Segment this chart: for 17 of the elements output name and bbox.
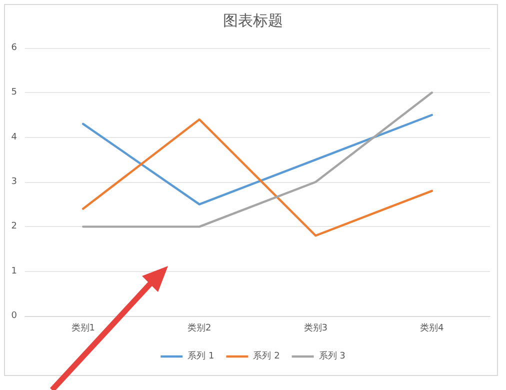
- y-tick-label: 4: [11, 132, 18, 142]
- y-tick-label: 1: [11, 266, 17, 276]
- y-tick-label: 5: [11, 88, 17, 98]
- legend-label: 系列 2: [253, 350, 280, 362]
- y-tick-label: 2: [11, 222, 17, 232]
- chart-title: 图表标题: [223, 12, 283, 30]
- x-tick-label: 类别1: [71, 322, 95, 334]
- line-series: [82, 118, 433, 237]
- legend-label: 系列 1: [188, 350, 214, 362]
- x-tick-label: 类别3: [304, 322, 328, 334]
- line-series: [82, 114, 433, 206]
- x-tick-label: 类别2: [188, 322, 212, 334]
- legend-label: 系列 3: [318, 350, 346, 362]
- y-tick-label: 3: [11, 177, 17, 187]
- x-tick-label: 类别4: [420, 322, 444, 334]
- y-tick-label: 6: [11, 43, 18, 53]
- y-tick-label: 0: [11, 311, 18, 321]
